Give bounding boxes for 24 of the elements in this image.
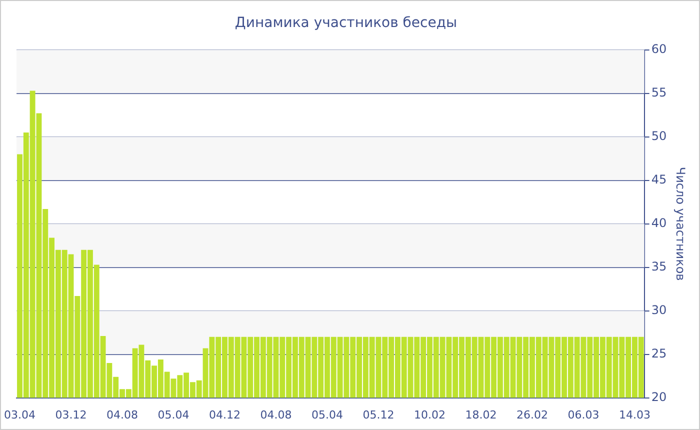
y-tick-label: 50: [651, 128, 667, 143]
x-tick-label: 04.12: [208, 408, 240, 422]
y-tick-label: 30: [651, 302, 667, 317]
x-tick-label: 10.02: [414, 408, 446, 422]
x-tick-label: 05.04: [311, 408, 343, 422]
y-axis-title: Число участников: [674, 166, 688, 281]
x-tick-label: 03.12: [55, 408, 87, 422]
y-tick-label: 40: [651, 216, 667, 230]
x-tick-label: 05.12: [362, 408, 394, 422]
x-tick-label: 06.03: [568, 408, 600, 422]
x-tick-label: 04.08: [106, 408, 138, 422]
x-tick-label: 18.02: [465, 408, 497, 422]
y-tick-label: 45: [651, 172, 667, 186]
y-tick-label: 35: [651, 259, 667, 274]
y-tick-label: 25: [651, 346, 667, 360]
x-tick-label: 03.04: [4, 408, 36, 422]
x-tick-label: 05.04: [158, 408, 190, 422]
y-tick-label: 55: [651, 85, 667, 100]
chart-title: Динамика участников беседы: [234, 15, 458, 32]
x-tick-label: 14.03: [618, 408, 650, 422]
y-tick-label: 20: [651, 390, 667, 404]
y-tick-label: 60: [651, 42, 667, 56]
x-tick-label: 26.02: [516, 408, 548, 422]
x-tick-label: 04.08: [260, 408, 292, 422]
